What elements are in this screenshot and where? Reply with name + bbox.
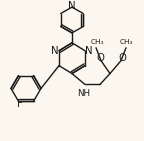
Text: N: N	[51, 46, 59, 56]
Text: CH₃: CH₃	[90, 39, 104, 45]
Text: O: O	[118, 53, 126, 63]
Text: O: O	[96, 53, 104, 63]
Text: NH: NH	[77, 89, 91, 98]
Text: F: F	[17, 99, 22, 109]
Text: CH₃: CH₃	[119, 39, 133, 45]
Text: N: N	[85, 46, 93, 56]
Text: N: N	[68, 1, 76, 11]
